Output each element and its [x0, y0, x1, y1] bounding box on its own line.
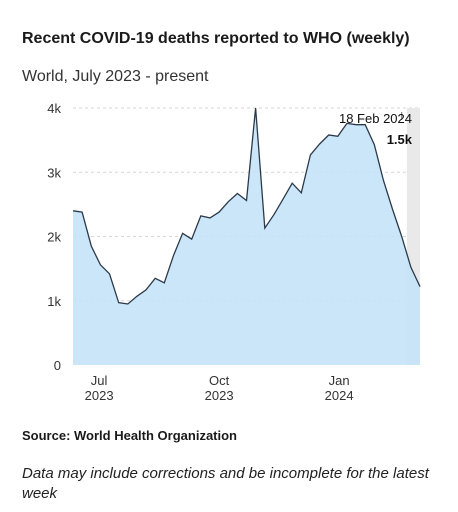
data-point: [254, 107, 256, 109]
data-point: [136, 295, 138, 297]
y-tick-label: 2k: [47, 230, 61, 245]
data-point: [172, 255, 174, 257]
data-point: [117, 301, 119, 303]
data-point: [282, 198, 284, 200]
data-point: [99, 264, 101, 266]
data-point: [337, 135, 339, 137]
data-point: [291, 182, 293, 184]
data-point: [108, 273, 110, 275]
data-point: [81, 211, 83, 213]
data-point: [264, 227, 266, 229]
x-tick-month: Jul: [91, 373, 108, 388]
data-point: [90, 245, 92, 247]
annotation-value: 1.5k: [387, 132, 413, 147]
y-axis: 0 1k 2k 3k 4k: [47, 101, 61, 373]
data-point: [209, 217, 211, 219]
data-point: [127, 303, 129, 305]
x-tick-year: 2023: [205, 388, 234, 403]
data-point: [181, 232, 183, 234]
y-tick-label: 0: [54, 358, 61, 373]
x-tick-month: Jan: [329, 373, 350, 388]
annotation-date: 18 Feb 2024: [339, 111, 412, 126]
data-note: Data may include corrections and be inco…: [22, 465, 429, 502]
series-area: [73, 108, 420, 365]
y-tick-label: 1k: [47, 294, 61, 309]
data-point: [154, 277, 156, 279]
data-point: [145, 289, 147, 291]
data-point: [191, 238, 193, 240]
data-point: [309, 154, 311, 156]
x-tick-year: 2023: [85, 388, 114, 403]
data-point: [273, 213, 275, 215]
data-point: [163, 282, 165, 284]
data-point: [300, 192, 302, 194]
hover-annotation: 18 Feb 2024 1.5k: [339, 111, 413, 147]
data-point: [410, 266, 412, 268]
data-point: [236, 192, 238, 194]
chart-subtitle: World, July 2023 - present: [22, 68, 209, 85]
data-point: [373, 143, 375, 145]
data-point: [218, 211, 220, 213]
data-point: [419, 285, 421, 287]
data-point: [245, 199, 247, 201]
data-point: [72, 210, 74, 212]
data-point: [318, 143, 320, 145]
chart-title: Recent COVID-19 deaths reported to WHO (…: [22, 30, 410, 47]
x-tick-year: 2024: [325, 388, 354, 403]
data-point: [327, 134, 329, 136]
data-point: [227, 201, 229, 203]
source-text: Source: World Health Organization: [22, 428, 238, 443]
x-tick-month: Oct: [209, 373, 230, 388]
series-line[interactable]: [72, 107, 421, 305]
data-point: [200, 215, 202, 217]
data-point: [401, 235, 403, 237]
data-point: [382, 179, 384, 181]
data-point: [391, 208, 393, 210]
y-tick-label: 3k: [47, 165, 61, 180]
y-tick-label: 4k: [47, 101, 61, 116]
